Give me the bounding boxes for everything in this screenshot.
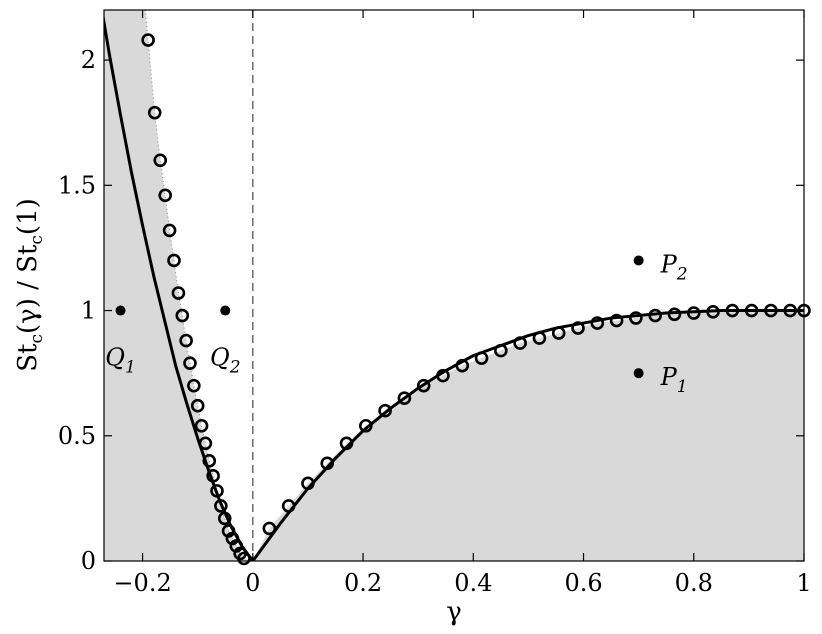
- data-marker: [190, 398, 205, 413]
- data-marker: [378, 403, 392, 418]
- data-marker: [494, 343, 508, 358]
- y-tick-label: 0: [81, 547, 96, 575]
- x-axis-title: γ: [446, 597, 462, 627]
- x-tick-label: 0.2: [344, 569, 382, 597]
- data-marker: [214, 499, 228, 513]
- point-label: P2: [660, 250, 688, 284]
- data-marker: [474, 351, 489, 365]
- series-line: [104, 13, 804, 561]
- data-marker: [179, 333, 193, 348]
- x-tick-label: 0.8: [675, 569, 713, 597]
- data-marker: [153, 153, 168, 168]
- x-tick-label: 0.4: [454, 569, 492, 597]
- x-tick-label: −0.2: [113, 569, 171, 597]
- data-marker: [206, 469, 220, 483]
- data-marker: [262, 521, 277, 536]
- data-marker: [158, 188, 172, 203]
- data-marker: [455, 358, 470, 373]
- data-marker: [167, 253, 181, 268]
- marked-point: [633, 255, 644, 266]
- data-marker: [744, 303, 759, 318]
- data-marker: [783, 303, 798, 318]
- data-marker: [187, 378, 201, 393]
- data-marker: [359, 418, 373, 433]
- y-tick-label: 1: [81, 297, 96, 325]
- data-marker: [764, 303, 778, 318]
- y-tick-label: 0.5: [58, 422, 96, 450]
- data-marker: [210, 484, 224, 498]
- data-marker: [416, 378, 431, 393]
- data-marker: [532, 331, 547, 345]
- data-marker: [175, 308, 190, 323]
- y-tick-label: 2: [81, 46, 96, 74]
- data-marker: [194, 418, 209, 433]
- marked-point: [220, 305, 231, 316]
- data-marker: [609, 313, 624, 328]
- data-marker: [590, 316, 605, 330]
- data-marker: [725, 303, 740, 318]
- data-marker: [551, 326, 566, 340]
- y-tick-label: 1.5: [58, 171, 96, 199]
- data-marker: [301, 476, 315, 491]
- data-marker: [183, 356, 197, 370]
- data-marker: [162, 223, 177, 238]
- data-marker: [281, 499, 296, 513]
- data-marker: [320, 456, 335, 471]
- data-marker: [237, 551, 251, 566]
- data-marker: [141, 33, 155, 47]
- x-tick-label: 1: [796, 569, 811, 597]
- point-label: Q1: [105, 344, 136, 378]
- data-marker: [397, 391, 412, 406]
- data-marker: [217, 511, 232, 526]
- data-marker: [629, 311, 643, 325]
- data-marker: [648, 308, 662, 323]
- marked-point: [633, 368, 644, 379]
- point-label: Q2: [210, 344, 241, 378]
- data-marker: [202, 454, 217, 468]
- data-marker: [339, 436, 354, 451]
- data-marker: [198, 436, 213, 451]
- data-marker: [667, 307, 682, 322]
- x-tick-label: 0: [245, 569, 260, 597]
- point-label: P1: [660, 363, 688, 397]
- data-marker: [147, 105, 162, 120]
- data-marker: [436, 368, 450, 383]
- marked-point: [115, 305, 126, 316]
- plot-frame: [103, 9, 805, 562]
- stable-region-shade: [104, 10, 804, 561]
- data-marker: [513, 336, 527, 350]
- data-marker: [171, 286, 186, 300]
- envelope-dotted-line: [144, 10, 245, 559]
- data-marker: [571, 321, 585, 335]
- y-axis-title: Stc(γ) / Stc(1): [13, 198, 47, 372]
- x-tick-label: 0.6: [564, 569, 602, 597]
- data-marker: [706, 304, 720, 319]
- data-marker: [686, 306, 701, 320]
